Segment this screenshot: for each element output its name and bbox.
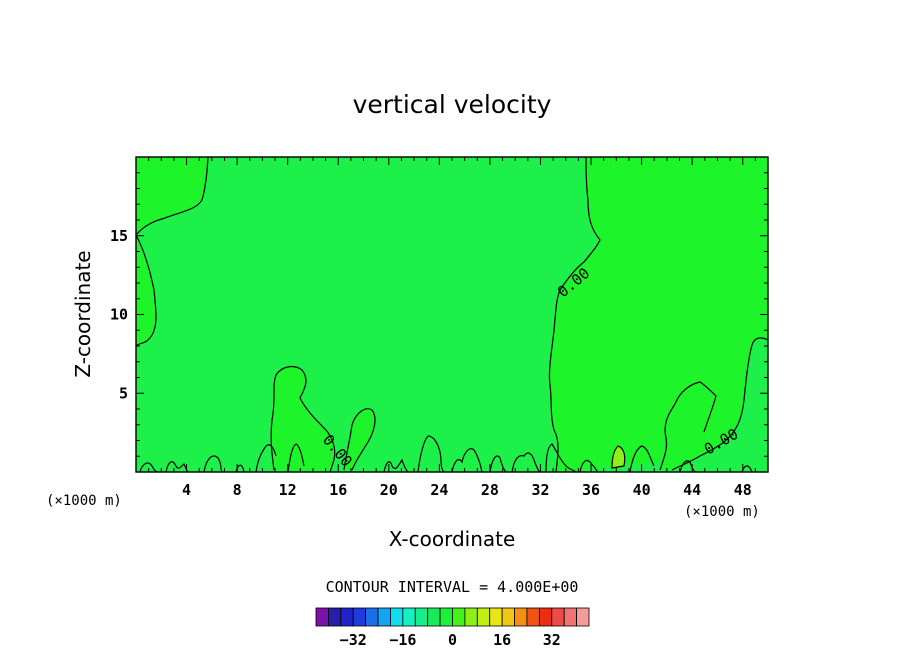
y-axis: 5 10 15 bbox=[110, 156, 768, 473]
x-axis: 4 8 12 16 20 24 28 32 36 40 44 48 bbox=[135, 157, 769, 499]
colorbar-label: 0 bbox=[448, 631, 457, 649]
x-tick-label: 40 bbox=[633, 481, 651, 499]
x-tick-label: 36 bbox=[582, 481, 600, 499]
x-tick-label: 4 bbox=[182, 481, 191, 499]
x-tick-label: 48 bbox=[734, 481, 752, 499]
colorbar-swatch bbox=[563, 607, 577, 627]
colorbar-swatch bbox=[365, 607, 379, 627]
x-unit-left: (×1000 m) bbox=[46, 493, 122, 509]
positive-region-top-left bbox=[136, 157, 208, 235]
colorbar-swatch bbox=[390, 607, 404, 627]
x-tick-label: 28 bbox=[481, 481, 499, 499]
x-axis-label: X-coordinate bbox=[389, 527, 516, 551]
colorbar bbox=[315, 607, 590, 627]
colorbar-swatch bbox=[452, 607, 466, 627]
colorbar-swatch bbox=[439, 607, 453, 627]
contour-lines bbox=[135, 156, 769, 473]
colorbar-swatch bbox=[315, 607, 329, 627]
colorbar-swatch bbox=[340, 607, 354, 627]
colorbar-label: 32 bbox=[543, 631, 561, 649]
positive-region-hump-12 bbox=[271, 366, 335, 472]
colorbar-label: −16 bbox=[389, 631, 416, 649]
colorbar-label: 16 bbox=[493, 631, 511, 649]
colorbar-labels: −32 −16 0 16 32 bbox=[340, 631, 561, 649]
colorbar-swatch bbox=[501, 607, 515, 627]
colorbar-label: −32 bbox=[340, 631, 367, 649]
colorbar-swatch bbox=[476, 607, 491, 627]
x-tick-label: 32 bbox=[531, 481, 549, 499]
colorbar-swatch bbox=[402, 607, 416, 627]
colorbar-swatch bbox=[576, 607, 590, 627]
x-tick-label: 24 bbox=[430, 481, 448, 499]
colorbar-swatch bbox=[538, 607, 553, 627]
colorbar-swatch bbox=[427, 607, 441, 627]
colorbar-swatch bbox=[328, 607, 342, 627]
x-tick-label: 44 bbox=[683, 481, 701, 499]
colorbar-swatch bbox=[464, 607, 478, 627]
colorbar-swatch bbox=[489, 607, 503, 627]
colorbar-swatch bbox=[514, 607, 528, 627]
colorbar-swatch bbox=[377, 607, 391, 627]
y-tick-label: 15 bbox=[110, 227, 128, 245]
colorbar-swatch bbox=[414, 607, 429, 627]
y-tick-label: 10 bbox=[110, 306, 128, 324]
x-unit-right: (×1000 m) bbox=[684, 504, 760, 520]
x-tick-label: 8 bbox=[233, 481, 242, 499]
positive-region-left bbox=[136, 235, 156, 346]
x-tick-label: 12 bbox=[279, 481, 297, 499]
colorbar-swatch bbox=[526, 607, 540, 627]
x-tick-label: 16 bbox=[329, 481, 347, 499]
chart-title: vertical velocity bbox=[353, 90, 552, 119]
positive-peak-38 bbox=[612, 446, 625, 468]
contour-interval: CONTOUR INTERVAL = 4.000E+00 bbox=[326, 578, 579, 596]
y-tick-label: 5 bbox=[119, 384, 128, 402]
positive-region-hump-18 bbox=[344, 408, 375, 470]
y-axis-label: Z-coordinate bbox=[71, 250, 95, 377]
colorbar-swatch bbox=[352, 607, 367, 627]
colorbar-swatch bbox=[551, 607, 565, 627]
x-tick-label: 20 bbox=[380, 481, 398, 499]
